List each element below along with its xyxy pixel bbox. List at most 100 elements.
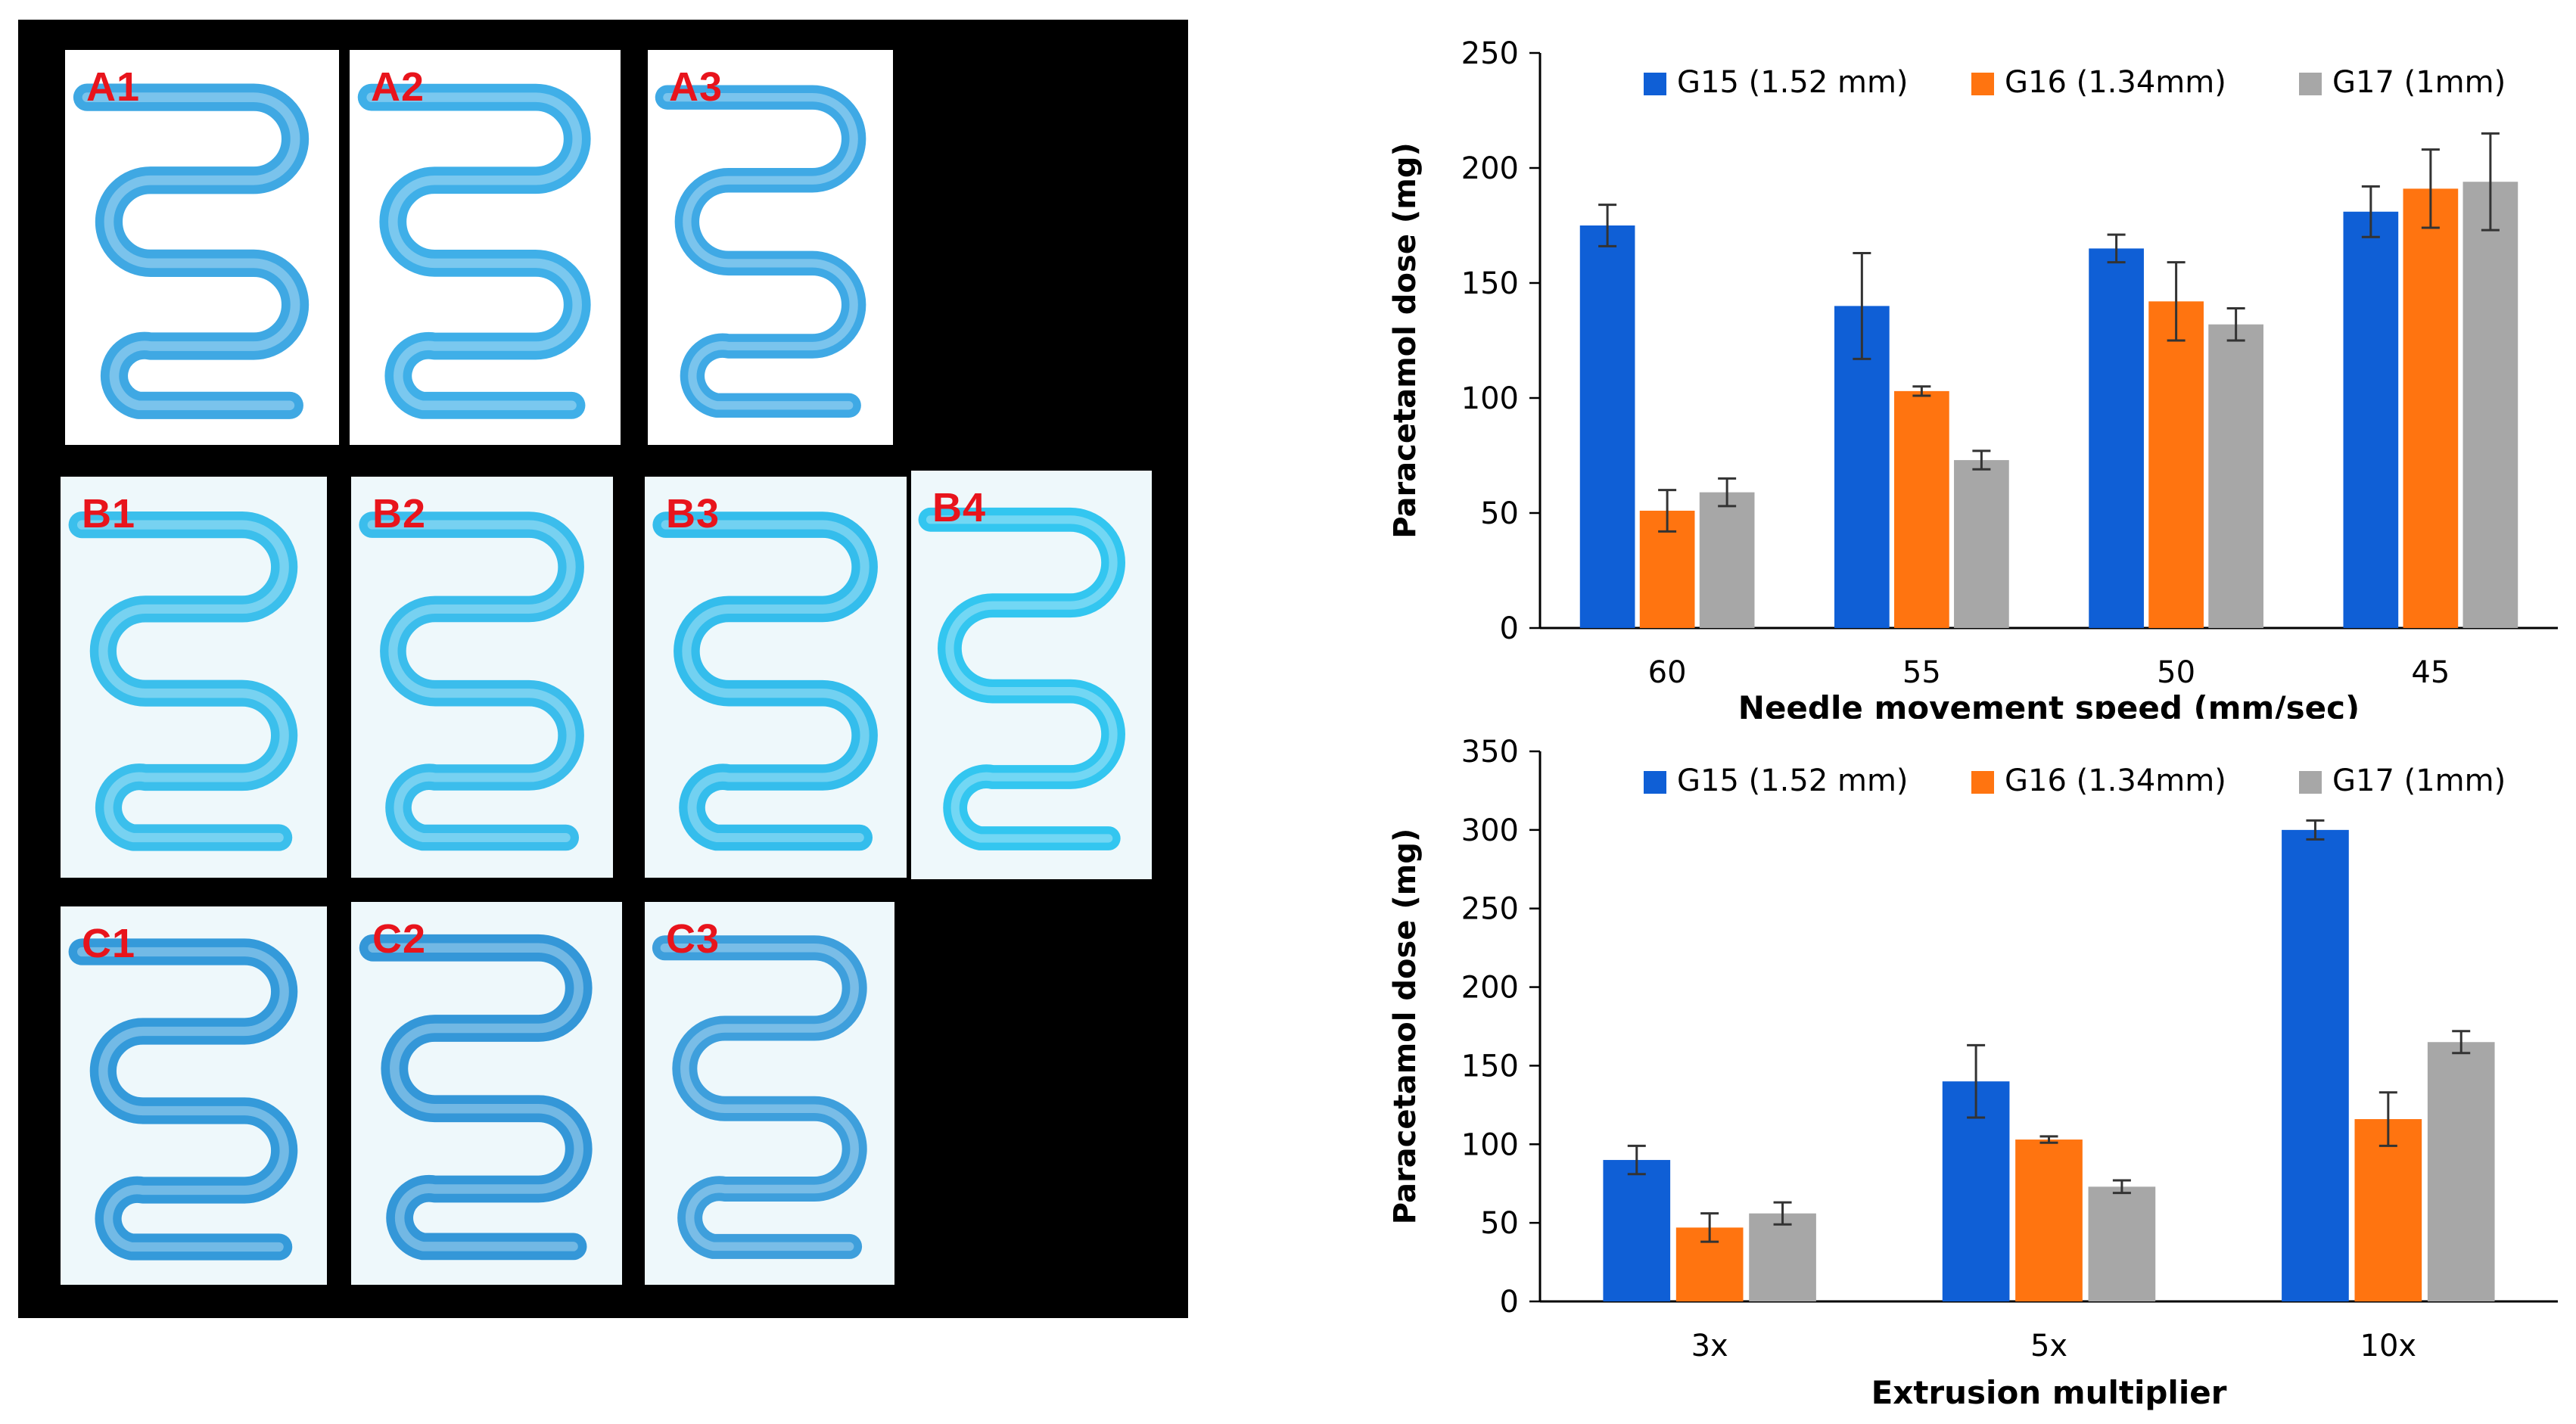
error-bar — [2306, 819, 2325, 841]
bar-45-2 — [2462, 182, 2518, 629]
strip-path — [652, 511, 878, 851]
bar-55-1 — [1894, 390, 1949, 628]
error-bar — [1853, 251, 1871, 360]
sample-photo: C3 — [645, 902, 894, 1285]
legend-label: G17 (1mm) — [2332, 763, 2506, 798]
bar-50-1 — [2148, 301, 2204, 628]
error-bar — [1598, 204, 1617, 247]
y-tick-label: 0 — [1500, 611, 1519, 646]
error-bar — [2107, 233, 2126, 264]
legend-swatch — [1644, 73, 1666, 95]
serpentine-strip-drawing — [359, 511, 584, 851]
serpentine-strip-drawing — [73, 83, 310, 419]
legend-swatch — [2299, 771, 2322, 794]
y-tick-label: 200 — [1461, 151, 1519, 186]
legend: G15 (1.52 mm) G16 (1.34mm) G17 (1mm) — [1644, 763, 2506, 798]
bar-45-0 — [2343, 211, 2399, 628]
strip-highlight — [660, 943, 859, 1251]
sample-photo: B3 — [645, 477, 907, 878]
error-bar — [1972, 449, 1991, 471]
strip-path — [357, 83, 591, 419]
error-bar — [2167, 261, 2186, 342]
needle-speed-chart: 0 50 100 150 200 250 60 55 50 45 Needle movement s… — [1388, 36, 2558, 719]
y-axis-title: Paracetamol dose (mg) — [1388, 142, 1423, 539]
sample-photo: B2 — [351, 477, 613, 878]
sample-photo: B4 — [911, 471, 1152, 879]
sample-photo: A2 — [350, 50, 621, 445]
error-bar — [1718, 477, 1737, 508]
bar-3x-0 — [1603, 1160, 1671, 1301]
error-bar — [1627, 1144, 1646, 1176]
error-bar — [1912, 385, 1931, 397]
bar-45-1 — [2403, 188, 2459, 629]
sample-photo: C1 — [61, 906, 327, 1285]
strip-highlight — [366, 92, 582, 411]
serpentine-strip-drawing — [359, 934, 593, 1261]
legend-label: G15 (1.52 mm) — [1677, 763, 1909, 798]
serpentine-strip-drawing — [68, 938, 298, 1261]
x-tick-label: 5x — [2030, 1329, 2067, 1363]
sample-photo: B1 — [61, 477, 327, 878]
legend-swatch — [1644, 771, 1666, 794]
bar-60-0 — [1579, 225, 1635, 628]
extrusion-multiplier-chart: 0 50 100 150 200 250 300 350 3x 5x 10x Extrusion mu… — [1388, 735, 2558, 1411]
x-tick-label: 10x — [2360, 1329, 2417, 1363]
y-tick-label: 350 — [1461, 735, 1519, 770]
strip-highlight — [367, 520, 576, 843]
y-tick-label: 250 — [1461, 892, 1519, 927]
legend-label: G15 (1.52 mm) — [1677, 65, 1909, 100]
strip-path — [73, 83, 310, 419]
plot-area: 0 50 100 150 200 250 300 350 — [1461, 735, 1540, 1320]
error-bar — [2226, 306, 2245, 342]
strip-path — [68, 938, 298, 1261]
legend-label: G16 (1.34mm) — [2005, 763, 2226, 798]
y-tick-label: 100 — [1461, 381, 1519, 416]
legend-swatch — [1971, 73, 1994, 95]
strip-path — [652, 935, 867, 1259]
strip-path — [68, 511, 298, 851]
sample-label: B4 — [932, 485, 987, 530]
strip-highlight — [926, 515, 1118, 843]
bar-3x-2 — [1749, 1213, 1816, 1301]
legend-swatch — [1971, 771, 1994, 794]
sample-photo-panel: A1 A2 A3 B1 B2 B3 B4 C1 C2 C3 — [18, 20, 1188, 1318]
y-tick-label: 50 — [1480, 1206, 1519, 1241]
bar-50-0 — [2089, 248, 2144, 628]
serpentine-strip-drawing — [652, 511, 878, 851]
strip-highlight — [77, 947, 289, 1252]
error-bar — [2481, 132, 2500, 232]
serpentine-strip-drawing — [655, 85, 866, 418]
bar-5x-2 — [2088, 1186, 2156, 1301]
error-bar — [2039, 1135, 2058, 1144]
sample-label: B2 — [372, 491, 427, 536]
sample-label: C1 — [82, 921, 136, 966]
sample-label: B1 — [82, 491, 136, 536]
bar-55-2 — [1954, 460, 2009, 628]
strip-path — [359, 511, 584, 851]
bar-10x-0 — [2282, 829, 2349, 1301]
error-bar — [1773, 1201, 1792, 1226]
strip-path — [918, 507, 1125, 850]
serpentine-strip-drawing — [918, 507, 1125, 850]
bar-50-2 — [2208, 324, 2263, 628]
sample-label: A2 — [371, 64, 425, 110]
sample-label: A3 — [669, 64, 723, 110]
x-tick-label: 45 — [2411, 655, 2450, 690]
sample-photo: A3 — [648, 50, 893, 445]
legend-swatch — [2299, 73, 2322, 95]
error-bar — [2378, 1091, 2397, 1147]
y-axis-title: Paracetamol dose (mg) — [1388, 829, 1423, 1225]
strip-highlight — [77, 520, 289, 843]
y-tick-label: 50 — [1480, 496, 1519, 531]
bar-5x-1 — [2015, 1140, 2083, 1301]
bar-10x-1 — [2354, 1119, 2422, 1301]
legend: G15 (1.52 mm) G16 (1.34mm) G17 (1mm) — [1644, 65, 2506, 100]
error-bar — [2361, 185, 2380, 238]
y-tick-label: 150 — [1461, 1049, 1519, 1084]
x-axis-title: Needle movement speed (mm/sec) — [1738, 689, 2360, 719]
bar-60-2 — [1699, 492, 1755, 628]
sample-label: C3 — [666, 916, 720, 962]
sample-label: A1 — [86, 64, 141, 110]
legend-label: G17 (1mm) — [2332, 65, 2506, 100]
x-tick-label: 60 — [1648, 655, 1687, 690]
